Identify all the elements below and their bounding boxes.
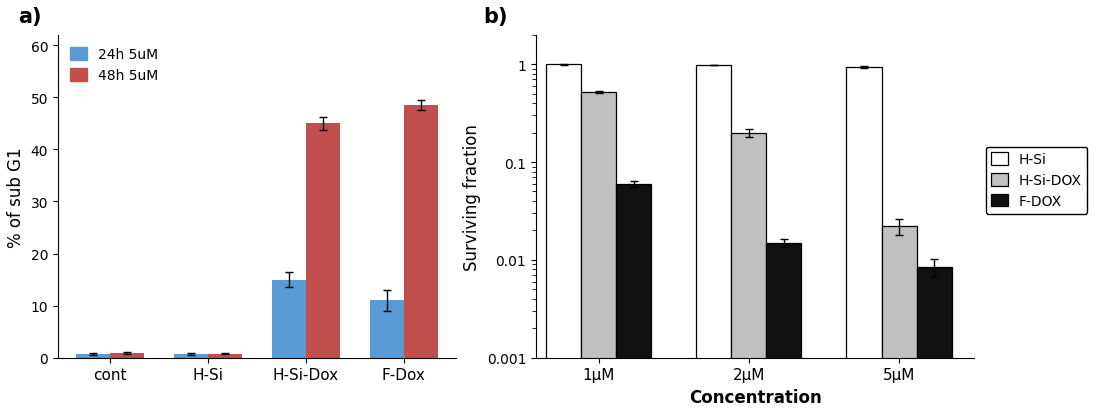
X-axis label: Concentration: Concentration — [689, 388, 822, 406]
Bar — [546, 65, 581, 413]
Bar — [404, 106, 438, 358]
Bar — [847, 68, 882, 413]
Bar — [271, 280, 306, 358]
Bar — [766, 243, 802, 413]
Bar — [75, 354, 110, 358]
Text: b): b) — [484, 7, 508, 27]
Text: a): a) — [18, 7, 42, 27]
Legend: 24h 5uM, 48h 5uM: 24h 5uM, 48h 5uM — [65, 43, 164, 88]
Bar — [616, 184, 651, 413]
Bar — [882, 227, 917, 413]
Legend: H-Si, H-Si-DOX, F-DOX: H-Si, H-Si-DOX, F-DOX — [986, 147, 1087, 214]
Y-axis label: Surviving fraction: Surviving fraction — [463, 123, 481, 270]
Bar — [370, 301, 404, 358]
Y-axis label: % of sub G1: % of sub G1 — [7, 147, 25, 247]
Bar — [306, 124, 340, 358]
Bar — [581, 93, 616, 413]
Bar — [174, 354, 208, 358]
Bar — [731, 133, 766, 413]
Bar — [917, 267, 952, 413]
Bar — [110, 353, 144, 358]
Bar — [696, 66, 731, 413]
Bar — [208, 354, 243, 358]
